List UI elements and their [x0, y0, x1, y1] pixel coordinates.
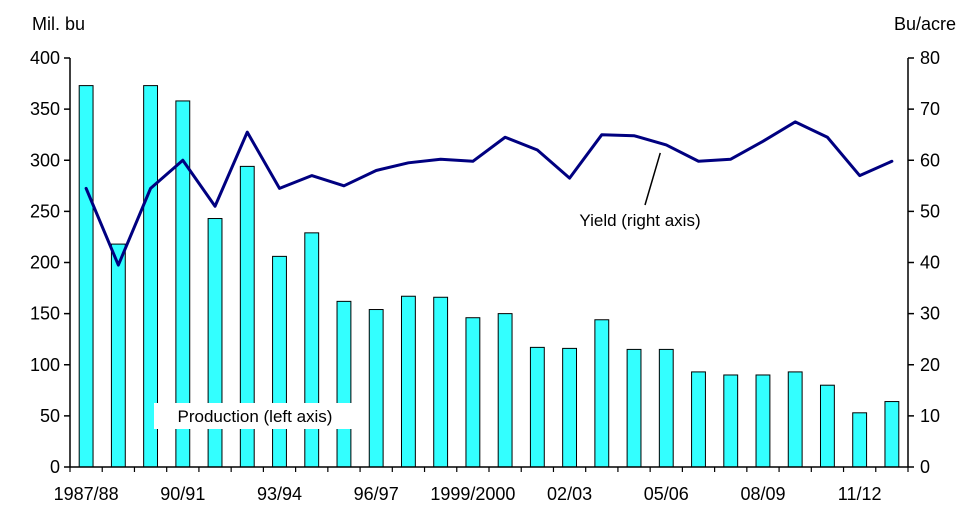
left-tick-label: 100: [30, 355, 60, 375]
right-tick-label: 40: [920, 253, 940, 273]
left-tick-label: 200: [30, 253, 60, 273]
left-tick-label: 0: [50, 457, 60, 477]
yield-line-layer: [84, 120, 894, 267]
production-bar: [658, 348, 674, 468]
production-bar: [304, 232, 320, 468]
production-bar: [852, 412, 868, 468]
x-tick-label: 96/97: [354, 484, 399, 504]
x-tick-label: 93/94: [257, 484, 302, 504]
production-bar: [691, 371, 706, 468]
production-bar: [336, 300, 352, 468]
x-tick-label: 08/09: [740, 484, 785, 504]
axes: [64, 57, 914, 472]
production-bar: [626, 348, 642, 468]
production-bar: [272, 255, 287, 468]
production-bar: [755, 374, 771, 468]
production-bar: [78, 85, 94, 468]
x-tick-label: 05/06: [644, 484, 689, 504]
production-bar: [110, 243, 126, 468]
production-bar: [368, 309, 384, 468]
production-bar: [562, 347, 578, 468]
x-tick-label: 1987/88: [54, 484, 119, 504]
left-tick-label: 150: [30, 304, 60, 324]
production-bar: [819, 384, 835, 468]
production-bar: [529, 346, 545, 468]
x-tick-label: 90/91: [160, 484, 205, 504]
production-bar: [465, 317, 481, 468]
production-bar: [497, 313, 513, 468]
right-unit-label: Bu/acre: [894, 14, 956, 34]
right-tick-label: 70: [920, 99, 940, 119]
right-tick-label: 10: [920, 406, 940, 426]
left-unit-label: Mil. bu: [32, 14, 85, 34]
production-bar: [594, 319, 610, 468]
right-tick-label: 50: [920, 201, 940, 221]
production-bar: [884, 401, 900, 468]
left-tick-label: 400: [30, 48, 60, 68]
left-tick-label: 50: [40, 406, 60, 426]
yield-annotation: Yield (right axis): [579, 211, 700, 230]
yield-callout-line: [644, 152, 661, 206]
axis-labels: 0 50 100 150 200 250 300 350 400 0 10 20 30 40 50 60 70 8…: [30, 14, 956, 504]
x-tick-label: 11/12: [838, 484, 882, 504]
production-bar: [787, 371, 803, 468]
right-tick-label: 60: [920, 150, 940, 170]
production-bar: [723, 374, 739, 468]
x-tick-label: 1999/2000: [430, 484, 515, 504]
right-tick-label: 80: [920, 48, 940, 68]
right-tick-label: 0: [920, 457, 930, 477]
left-tick-label: 350: [30, 99, 60, 119]
left-tick-label: 300: [30, 150, 60, 170]
left-tick-label: 250: [30, 201, 60, 221]
x-tick-label: 02/03: [547, 484, 592, 504]
production-annotation: Production (left axis): [178, 407, 333, 426]
production-bar: [207, 218, 223, 468]
production-annotation-bg: [154, 403, 356, 429]
production-bar: [400, 295, 416, 468]
production-bar: [433, 296, 449, 468]
right-tick-label: 30: [920, 304, 940, 324]
yield-line: [84, 120, 894, 267]
right-tick-label: 20: [920, 355, 940, 375]
annotations: Yield (right axis) Production (left axis): [154, 152, 701, 429]
